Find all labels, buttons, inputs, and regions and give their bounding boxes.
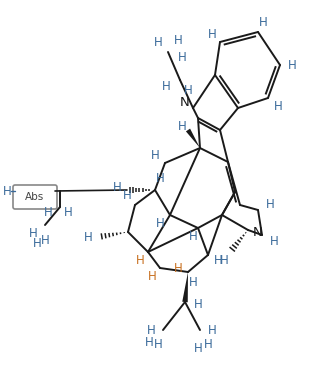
Text: H: H xyxy=(189,275,197,288)
Text: H: H xyxy=(154,35,162,48)
Text: H: H xyxy=(288,59,296,72)
Polygon shape xyxy=(186,129,200,148)
Text: H: H xyxy=(154,338,162,351)
FancyBboxPatch shape xyxy=(13,185,57,209)
Text: H: H xyxy=(41,234,49,247)
Text: H: H xyxy=(194,298,202,312)
Text: H: H xyxy=(259,16,267,29)
Text: H: H xyxy=(208,323,216,336)
Text: H: H xyxy=(136,253,144,266)
Text: H: H xyxy=(33,237,41,250)
Text: H: H xyxy=(204,338,213,351)
Text: H: H xyxy=(183,83,192,96)
Text: H: H xyxy=(189,229,197,242)
Text: N: N xyxy=(180,96,190,109)
Text: H: H xyxy=(220,253,228,266)
Text: H: H xyxy=(178,51,186,64)
Text: H: H xyxy=(174,34,182,46)
Text: H: H xyxy=(208,27,216,40)
Text: H: H xyxy=(3,184,11,197)
Text: H: H xyxy=(29,226,37,240)
Text: H: H xyxy=(178,120,186,133)
Text: H: H xyxy=(147,323,155,336)
Text: H: H xyxy=(174,263,182,275)
Text: H: H xyxy=(123,189,131,202)
Text: H: H xyxy=(274,99,282,112)
Text: H: H xyxy=(64,205,72,218)
Text: H: H xyxy=(145,336,153,349)
Text: H: H xyxy=(156,171,164,184)
Text: H: H xyxy=(214,253,222,266)
Text: H: H xyxy=(156,216,164,229)
Text: H: H xyxy=(270,234,279,248)
Text: H: H xyxy=(194,341,202,354)
Text: H: H xyxy=(113,181,121,194)
Polygon shape xyxy=(182,272,188,302)
Text: N: N xyxy=(253,226,263,239)
Text: H: H xyxy=(266,197,274,210)
Text: H: H xyxy=(148,269,156,282)
Text: H: H xyxy=(44,205,52,218)
Text: H: H xyxy=(150,149,159,162)
Text: H: H xyxy=(83,231,92,243)
Text: H: H xyxy=(162,80,170,93)
Text: Abs: Abs xyxy=(25,192,45,202)
